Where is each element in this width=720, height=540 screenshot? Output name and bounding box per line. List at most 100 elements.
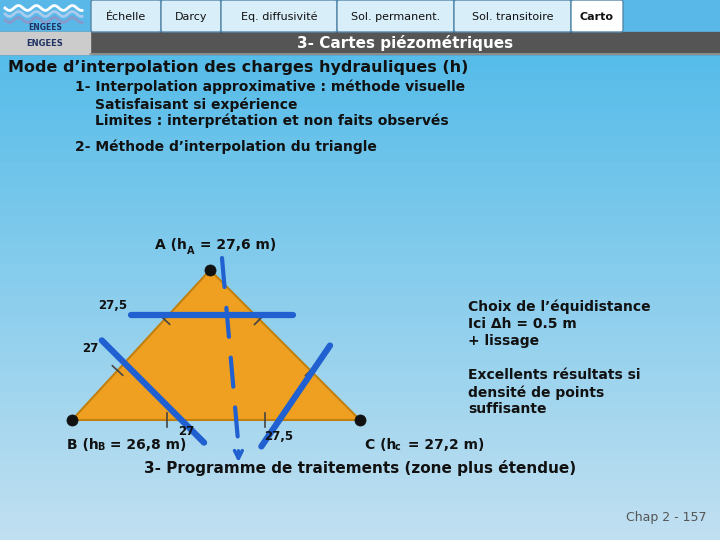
Bar	[0, 411, 720, 418]
Text: = 27,6 m): = 27,6 m)	[195, 238, 276, 252]
Bar	[0, 507, 720, 513]
Bar	[0, 297, 720, 303]
Text: Limites : interprétation et non faits observés: Limites : interprétation et non faits ob…	[95, 114, 449, 129]
Bar	[0, 418, 720, 426]
Bar	[0, 148, 720, 156]
Bar	[0, 324, 720, 330]
Text: C (h: C (h	[365, 438, 397, 452]
Text: 27,5: 27,5	[99, 299, 127, 312]
Bar	[0, 432, 720, 438]
Bar	[0, 14, 720, 20]
Bar	[0, 33, 720, 40]
Bar	[0, 384, 720, 391]
Bar	[0, 122, 720, 128]
Bar	[0, 47, 720, 54]
Bar	[0, 392, 720, 399]
Bar	[0, 438, 720, 445]
Bar	[0, 459, 720, 465]
Bar	[0, 519, 720, 526]
Bar	[0, 330, 720, 338]
Bar	[0, 303, 720, 310]
Bar	[0, 168, 720, 176]
Bar	[0, 446, 720, 453]
Bar	[0, 426, 720, 432]
Text: Carto: Carto	[580, 12, 614, 22]
Text: 3- Cartes piézométriques: 3- Cartes piézométriques	[297, 35, 513, 51]
Bar	[0, 243, 720, 249]
Text: A: A	[187, 246, 194, 256]
Bar	[0, 317, 720, 324]
Bar	[0, 270, 720, 276]
Bar	[0, 32, 720, 54]
FancyBboxPatch shape	[221, 0, 337, 32]
Bar	[0, 222, 720, 230]
Text: Satisfaisant si expérience: Satisfaisant si expérience	[95, 97, 297, 111]
Bar	[0, 0, 90, 32]
Text: Mode d’interpolation des charges hydrauliques (h): Mode d’interpolation des charges hydraul…	[8, 60, 469, 75]
Text: c: c	[395, 442, 401, 452]
Bar	[0, 209, 720, 216]
Bar	[0, 492, 720, 500]
Bar	[0, 291, 720, 297]
Text: densité de points: densité de points	[468, 385, 604, 400]
Text: 3- Programme de traitements (zone plus étendue): 3- Programme de traitements (zone plus é…	[144, 460, 576, 476]
Text: Ici Δh = 0.5 m: Ici Δh = 0.5 m	[468, 317, 577, 331]
Text: 27: 27	[178, 425, 194, 438]
Bar	[0, 20, 720, 27]
Polygon shape	[72, 270, 360, 420]
Bar	[0, 378, 720, 384]
Bar	[0, 472, 720, 480]
Text: 27,5: 27,5	[264, 430, 294, 443]
Text: Choix de l’équidistance: Choix de l’équidistance	[468, 300, 651, 314]
Bar	[0, 202, 720, 209]
Bar	[0, 465, 720, 472]
Bar	[0, 230, 720, 237]
Bar	[0, 372, 720, 378]
Text: ENGEES: ENGEES	[28, 23, 62, 31]
Text: B: B	[97, 442, 104, 452]
Bar	[0, 357, 720, 364]
Bar	[0, 351, 720, 357]
Text: = 27,2 m): = 27,2 m)	[403, 438, 485, 452]
Text: B (h: B (h	[67, 438, 99, 452]
Bar	[0, 526, 720, 534]
Bar	[0, 195, 720, 202]
Bar	[0, 40, 720, 47]
Bar	[0, 189, 720, 195]
Text: + lissage: + lissage	[468, 334, 539, 348]
Bar	[0, 135, 720, 141]
Text: suffisante: suffisante	[468, 402, 546, 416]
Bar	[0, 534, 720, 540]
Bar	[0, 162, 720, 168]
FancyBboxPatch shape	[161, 0, 221, 32]
Bar	[0, 263, 720, 270]
Bar	[0, 60, 720, 68]
Bar	[0, 54, 720, 60]
Bar	[0, 364, 720, 372]
Bar	[0, 276, 720, 284]
Bar	[0, 27, 720, 33]
Bar	[0, 216, 720, 222]
Bar	[0, 500, 720, 507]
Bar	[0, 156, 720, 162]
Text: Échelle: Échelle	[106, 12, 146, 22]
Bar	[0, 141, 720, 149]
Bar	[0, 480, 720, 486]
Text: 1- Interpolation approximative : méthode visuelle: 1- Interpolation approximative : méthode…	[75, 80, 465, 94]
FancyBboxPatch shape	[454, 0, 571, 32]
Bar	[0, 81, 720, 87]
Text: Sol. permanent.: Sol. permanent.	[351, 12, 440, 22]
Bar	[0, 68, 720, 74]
Text: = 26,8 m): = 26,8 m)	[105, 438, 186, 452]
Bar	[0, 486, 720, 492]
Bar	[0, 115, 720, 122]
Bar	[0, 32, 90, 54]
Text: Excellents résultats si: Excellents résultats si	[468, 368, 641, 382]
Bar	[0, 0, 720, 32]
FancyBboxPatch shape	[571, 0, 623, 32]
Text: Chap 2 - 157: Chap 2 - 157	[626, 511, 706, 524]
Bar	[0, 6, 720, 14]
Bar	[0, 310, 720, 317]
Text: ENGEES: ENGEES	[27, 38, 63, 48]
FancyBboxPatch shape	[91, 0, 161, 32]
